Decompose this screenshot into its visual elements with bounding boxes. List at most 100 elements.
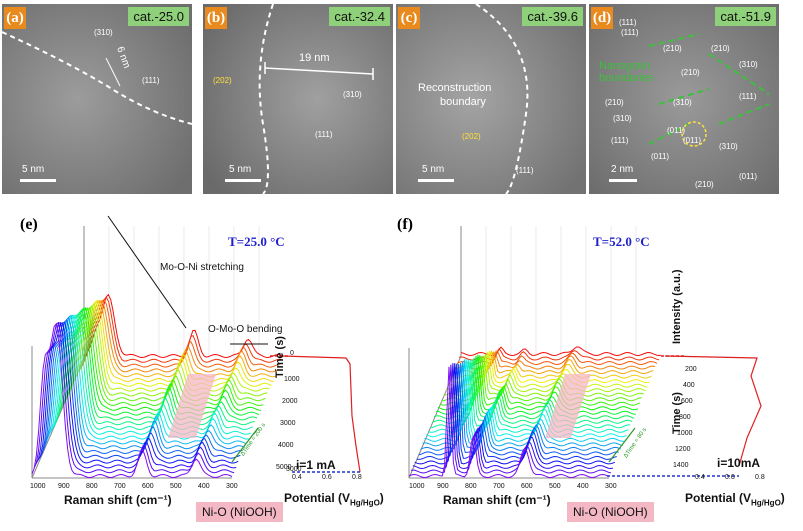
spectrum-trace [408, 366, 610, 479]
pot-tick: 0.8 [755, 474, 765, 481]
annotation: (111) [315, 130, 333, 139]
annotation: boundary [440, 96, 486, 108]
x-tick: 300 [605, 483, 617, 490]
x-tick: 700 [493, 483, 505, 490]
niooh-label: Ni-O (NiOOH) [567, 502, 654, 522]
annotation: (111) [142, 76, 160, 85]
raman-waterfall-f [408, 226, 762, 479]
x-tick: 900 [437, 483, 449, 490]
potential-axis-title: Potential (VHg/HgO) [685, 491, 785, 508]
annotation: (202) [213, 76, 232, 85]
time-tick-top: 0 [290, 350, 294, 357]
spectrum-trace [33, 321, 235, 474]
panel-label-e: (e) [20, 216, 38, 233]
x-tick: 800 [465, 483, 477, 490]
scale-bar-label: 5 nm [229, 164, 252, 175]
time-tick: 200 [685, 366, 697, 373]
annotation: (210) [663, 44, 682, 53]
annotation: 19 nm [299, 52, 330, 64]
tem-panel-a: (a) cat.-25.0 (310) 6 nm (111) 5 nm [2, 4, 192, 194]
scale-bar [609, 179, 637, 182]
x-tick: 800 [86, 483, 98, 490]
x-tick: 1000 [409, 483, 425, 490]
annotation: (310) [613, 114, 632, 123]
x-tick: 600 [142, 483, 154, 490]
scale-bar [225, 179, 261, 182]
time-arrow [231, 427, 259, 463]
time-tick: 1000 [677, 430, 693, 437]
nanograin-label: Nanograin [599, 60, 650, 72]
temperature-label: T=25.0 °C [228, 234, 285, 249]
annotation: (011) [667, 126, 686, 135]
annotation: (210) [711, 44, 730, 53]
annotation: (111) [516, 166, 534, 175]
raman-panel-f: (f) T=52.0 °C Intensity (a.u.) Time (s) … [395, 206, 785, 528]
niooh-band [168, 374, 216, 438]
spectrum-trace [426, 358, 627, 438]
time-tick: 1000 [284, 376, 300, 383]
annotation: (011) [683, 136, 702, 145]
raman-panel-e: (e) T=25.0 °C Mo-O-Ni stretching O-Mo-O … [0, 206, 390, 528]
x-tick: 600 [521, 483, 533, 490]
current-label: i=1 mA [296, 458, 336, 472]
annotation: (111) [621, 28, 639, 37]
x-axis-title: Raman shift (cm⁻¹) [443, 493, 551, 507]
pot-tick: 0.4 [695, 474, 705, 481]
niooh-label: Ni-O (NiOOH) [196, 502, 283, 522]
peak-label-bending: O-Mo-O bending [208, 324, 283, 335]
cat-label-a: cat.-25.0 [128, 7, 189, 26]
spectrum-trace [422, 361, 623, 447]
tem-image-c [396, 4, 586, 194]
x-tick: 400 [198, 483, 210, 490]
peak-label-stretching: Mo-O-Ni stretching [160, 262, 244, 273]
tem-image-b [203, 4, 393, 194]
scale-bar-label: 2 nm [611, 164, 634, 175]
spectrum-trace [414, 363, 616, 465]
scale-bar [418, 179, 454, 182]
potential-axis-title: Potential (VHg/HgO) [284, 491, 384, 508]
time-tick: 400 [683, 382, 695, 389]
potential-trace [281, 355, 361, 473]
cat-label-b: cat.-32.4 [329, 7, 390, 26]
time-tick: 600 [681, 398, 693, 405]
pot-tick: 0.6 [725, 474, 735, 481]
spectrum-trace [424, 359, 625, 442]
niooh-band [545, 374, 591, 438]
time-tick: 800 [679, 414, 691, 421]
spectrum-trace [431, 359, 633, 424]
panel-label-c: (c) [398, 7, 420, 29]
pot-tick: 0.4 [292, 474, 302, 481]
pot-tick: 0.6 [322, 474, 332, 481]
x-tick: 700 [114, 483, 126, 490]
time-tick: 1400 [673, 462, 689, 469]
x-axis-title: Raman shift (cm⁻¹) [64, 493, 172, 507]
boundaries-label: boundaries [599, 72, 654, 84]
annotation: (310) [739, 60, 758, 69]
temperature-label: T=52.0 °C [593, 234, 650, 249]
spectrum-trace [416, 363, 617, 460]
x-tick: 400 [577, 483, 589, 490]
spectrum-trace [31, 322, 233, 479]
spectrum-trace [35, 322, 237, 469]
annotation: (111) [619, 18, 637, 27]
annotation: (202) [462, 132, 481, 141]
annotation: (310) [94, 28, 113, 37]
spectrum-trace [418, 364, 619, 456]
panel-label-a: (a) [4, 7, 26, 29]
panel-label-f: (f) [397, 216, 413, 233]
intensity-axis-title: Intensity (a.u.) [671, 269, 683, 344]
annotation: (111) [611, 136, 629, 145]
time-tick: 3000 [280, 420, 296, 427]
annotation: (210) [681, 68, 700, 77]
x-tick: 900 [58, 483, 70, 490]
scale-bar-label: 5 nm [22, 164, 45, 175]
x-tick: 500 [170, 483, 182, 490]
pot-tick: 0.8 [352, 474, 362, 481]
time-axis-title: Time (s) [274, 336, 286, 378]
tem-panel-d: (d) cat.-51.9 (111) (111) (210) (210) (2… [589, 4, 779, 194]
callout-line [107, 215, 187, 329]
cat-label-d: cat.-51.9 [715, 7, 776, 26]
spectrum-trace [410, 364, 612, 474]
time-tick: 5000 [276, 464, 292, 471]
x-tick: 500 [549, 483, 561, 490]
